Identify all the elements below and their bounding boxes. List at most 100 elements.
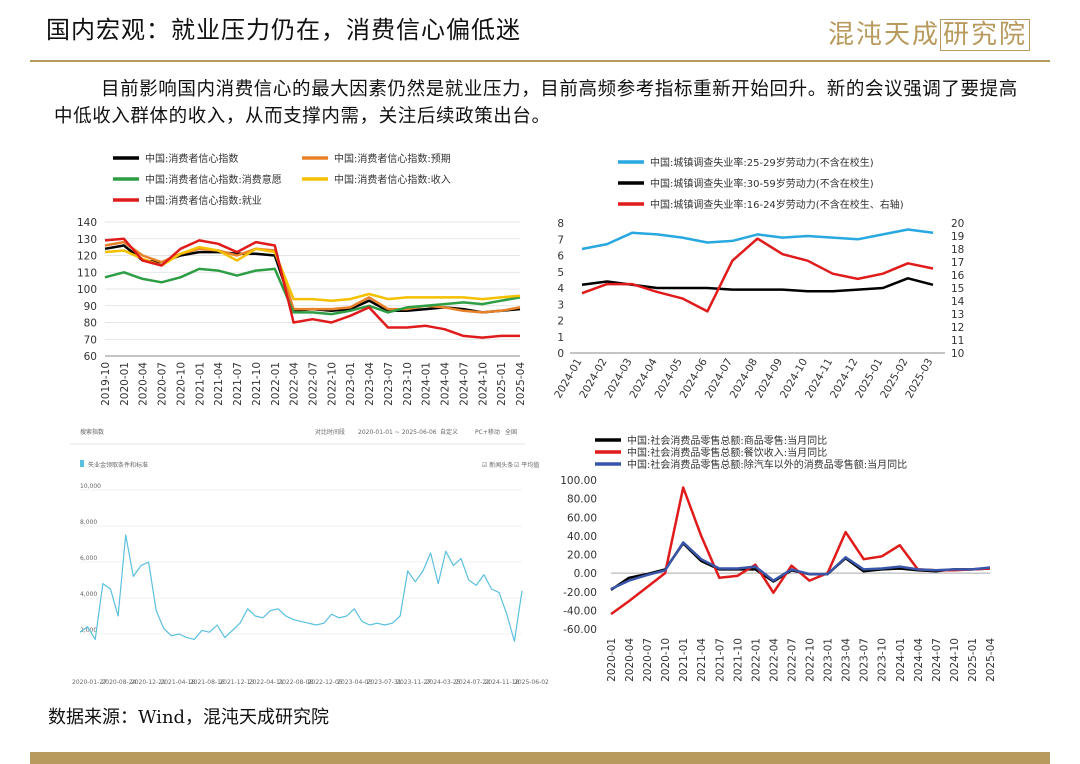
x-tick-18: 2024-07 — [931, 638, 943, 682]
y-tick-5: 40.00 — [567, 531, 597, 543]
checkbox-0: ☑ 新闻头条 — [482, 461, 513, 469]
x-tick-9: 2022-01 — [270, 362, 282, 406]
x-tick-8: 2022-01 — [750, 638, 762, 682]
y2-tick-5: 15 — [951, 283, 964, 295]
x-tick-4: 2021-08-16 — [190, 679, 225, 686]
x-tick-6: 2021-07 — [714, 638, 726, 682]
y-tick-2: 80 — [84, 318, 97, 330]
x-tick-12: 2024-03-25 — [426, 679, 461, 686]
y-tick-2: 2 — [557, 316, 564, 328]
y2-tick-6: 16 — [951, 270, 965, 282]
legend-label-0: 中国:城镇调查失业率:25-29岁劳动力(不含在校生) — [650, 156, 874, 169]
retail-sales-chart: -60.00 -40.00 -20.00 0.00 20.00 40.00 60.00 80.… — [560, 434, 997, 682]
toolbar-item-3: 全国 — [505, 428, 517, 436]
y-tick-3: 90 — [84, 301, 97, 313]
y-tick-2: 6,000 — [80, 555, 97, 562]
x-tick-6: 2021-04 — [213, 362, 225, 406]
x-tick-4: 2020-10 — [175, 362, 187, 406]
series-line-0 — [581, 228, 934, 251]
checkbox-1: ☑ 平均值 — [514, 461, 539, 469]
y-tick-7: 130 — [77, 234, 97, 246]
x-tick-12: 2023-01 — [823, 638, 835, 682]
x-tick-19: 2024-10 — [949, 638, 961, 682]
y-tick-4: 4 — [557, 283, 564, 295]
brand-logo: 混沌天成 研究院 — [828, 14, 1030, 51]
search-index-chart: 搜索指数 对比时间段 自定义 PC+移动 全国 2020-01-01 ~ 2025-06-… — [70, 428, 549, 686]
x-tick-10: 2022-07 — [786, 638, 798, 682]
legend-label-2: 中国:社会消费品零售总额:除汽车以外的消费品零售额:当月同比 — [627, 458, 907, 471]
series-line-4 — [104, 237, 520, 339]
x-tick-5: 2021-04 — [696, 638, 708, 682]
series-line-1 — [610, 486, 991, 616]
unemployment-rate-chart: 01234567810111213141516171819202024-0120… — [552, 156, 965, 400]
footer-bar — [30, 752, 1050, 764]
body-paragraph: 目前影响国内消费信心的最大因素仍然是就业压力，目前高频参考指标重新开始回升。新的… — [54, 79, 1018, 127]
x-tick-13: 2024-07-22 — [455, 679, 490, 686]
toolbar-item-2: PC+移动 — [475, 428, 500, 436]
y2-tick-0: 10 — [951, 348, 964, 360]
y-tick-5: 5 — [557, 267, 564, 279]
search-title: 搜索指数 — [80, 428, 104, 436]
y-tick-8: 8 — [557, 218, 564, 230]
x-tick-6: 2022-04-11 — [249, 679, 284, 686]
x-tick-0: 2020-01 — [606, 638, 618, 682]
logo-box-text: 研究院 — [939, 19, 1030, 51]
y-tick-1: 1 — [557, 332, 564, 344]
x-tick-2: 2020-07 — [642, 638, 654, 682]
x-tick-1: 2020-04 — [624, 638, 636, 682]
legend-label-3: 中国:消费者信心指数:收入 — [334, 173, 451, 186]
x-tick-16: 2024-01 — [895, 638, 907, 682]
consumer-confidence-chart: 60 70 80 90 100 110 120 130 140 2019-10 2020-01 202… — [77, 152, 527, 406]
x-tick-3: 2020-07 — [157, 362, 169, 406]
x-tick-19: 2024-07 — [458, 362, 470, 406]
x-tick-14: 2023-04 — [364, 362, 376, 406]
x-tick-13: 2023-01 — [345, 362, 357, 406]
y-tick-8: 100.00 — [560, 475, 597, 487]
legend-label-0: 中国:社会消费品零售总额:商品零售:当月同比 — [627, 434, 827, 447]
y-tick-3: 8,000 — [80, 519, 97, 526]
x-tick-10: 2022-04 — [289, 362, 301, 406]
y-tick-8: 140 — [77, 217, 97, 229]
x-tick-18: 2024-04 — [440, 362, 452, 406]
y-tick-4: 10,000 — [80, 483, 101, 490]
x-tick-15: 2025-06-02 — [514, 679, 549, 686]
x-tick-5: 2021-01 — [194, 362, 206, 406]
y-tick-0: 60 — [84, 351, 97, 363]
toolbar-item-0: 对比时间段 — [315, 428, 345, 436]
x-tick-7: 2021-10 — [732, 638, 744, 682]
series-line-3 — [104, 245, 521, 302]
x-tick-11: 2022-10 — [805, 638, 817, 682]
y-tick-6: 6 — [557, 251, 564, 263]
x-tick-20: 2025-01 — [967, 638, 979, 682]
data-source: 数据来源：Wind，混沌天成研究院 — [48, 707, 330, 728]
y-tick-2: -20.00 — [563, 587, 597, 599]
x-tick-13: 2023-04 — [841, 638, 853, 682]
x-tick-14: 2024-11-18 — [485, 679, 520, 686]
series-line-2 — [104, 267, 521, 316]
x-tick-9: 2022-04 — [768, 638, 780, 682]
legend-swatch — [80, 460, 84, 467]
y-tick-0: 0 — [557, 348, 564, 360]
y-tick-1: 70 — [84, 334, 97, 346]
legend-label-1: 中国:城镇调查失业率:30-59岁劳动力(不含在校生) — [650, 177, 874, 190]
x-tick-21: 2025-04 — [985, 638, 997, 682]
date-range: 2020-01-01 ~ 2025-06-06 — [358, 429, 437, 436]
y-tick-7: 7 — [557, 234, 564, 246]
x-tick-10: 2023-07-31 — [367, 679, 402, 686]
x-tick-14: 2023-07 — [859, 638, 871, 682]
y-tick-4: 100 — [77, 284, 97, 296]
x-tick-11: 2023-11-27 — [396, 679, 431, 686]
x-tick-15: 2023-07 — [383, 362, 395, 406]
y-tick-5: 110 — [77, 267, 97, 279]
y-tick-7: 80.00 — [567, 494, 597, 506]
toolbar-item-1: 自定义 — [440, 428, 458, 436]
y2-tick-4: 14 — [951, 296, 965, 308]
x-tick-15: 2023-10 — [877, 638, 889, 682]
x-tick-16: 2023-10 — [402, 362, 414, 406]
logo-text: 混沌天成 — [827, 20, 940, 50]
title-divider — [30, 60, 1050, 62]
x-tick-17: 2024-04 — [913, 638, 925, 682]
x-tick-12: 2022-10 — [326, 362, 338, 406]
x-tick-1: 2020-08-24 — [101, 679, 136, 686]
x-tick-21: 2025-01 — [496, 362, 508, 406]
